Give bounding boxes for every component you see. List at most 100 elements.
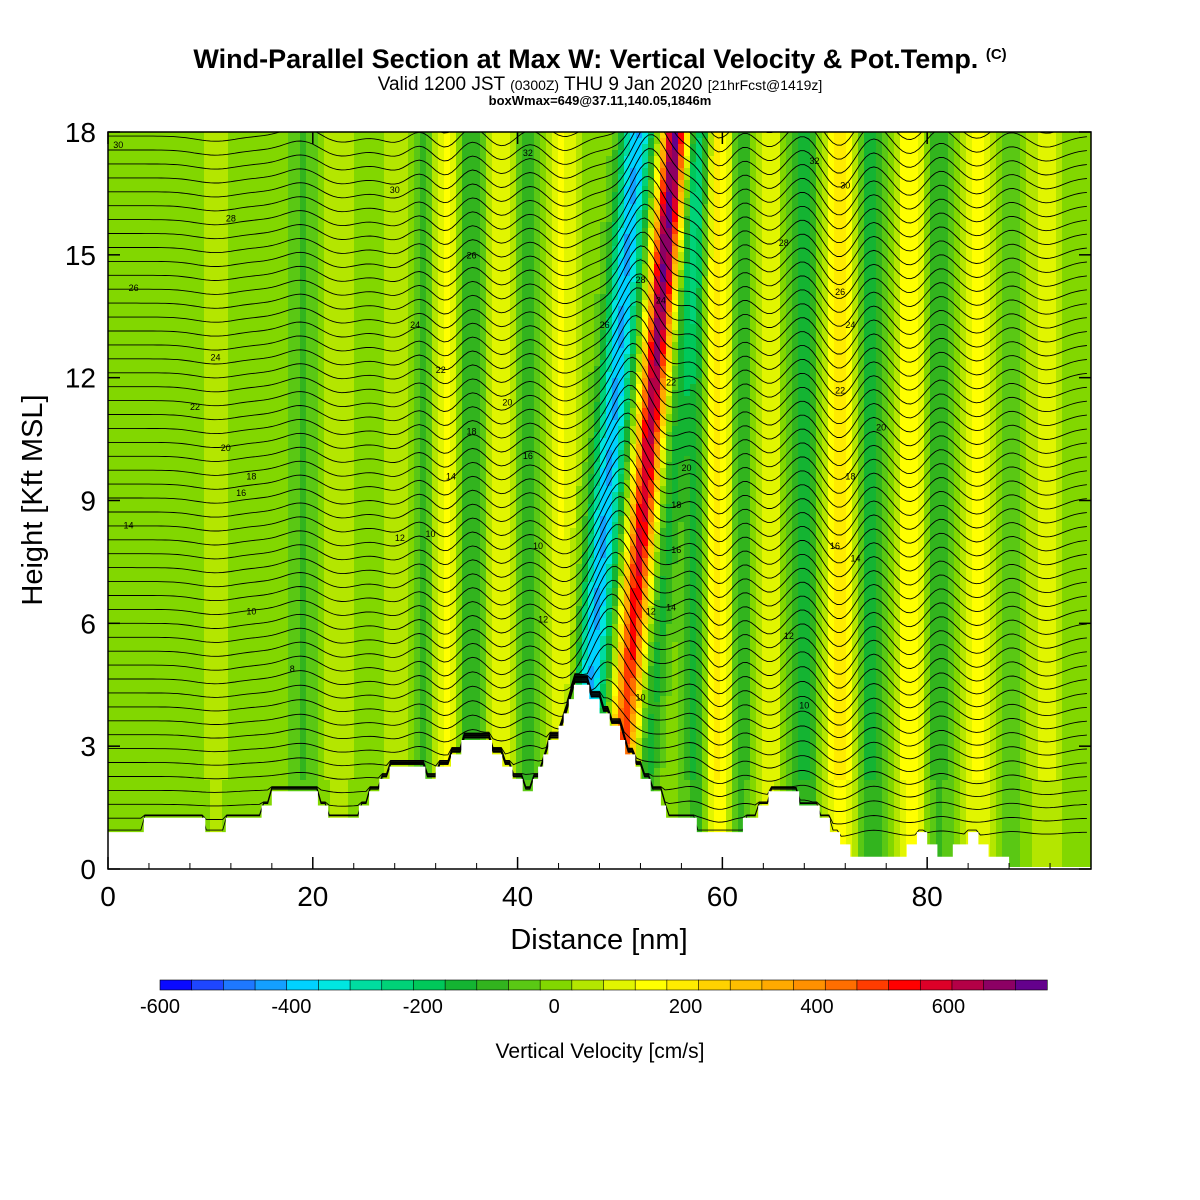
- theta-contour: [108, 510, 1087, 592]
- contour-label: 24: [410, 320, 420, 330]
- colorbar-swatch: [159, 979, 193, 991]
- theta-contour: [108, 356, 1087, 438]
- colorbar-swatch: [286, 979, 319, 991]
- colorbar-swatch: [729, 979, 763, 991]
- theta-contour: [108, 675, 1087, 738]
- colorbar-swatch: [539, 979, 573, 991]
- theta-contour: [108, 287, 1087, 369]
- theta-contour: [108, 301, 1087, 383]
- theta-contour: [108, 661, 1087, 726]
- y-tick-label: 12: [65, 363, 96, 394]
- colorbar-swatch: [444, 979, 478, 991]
- colorbar-swatch: [634, 979, 668, 991]
- colorbar-tick-label: 200: [669, 996, 702, 1018]
- contour-label: 18: [246, 471, 256, 481]
- colorbar-tick-label: 0: [549, 996, 560, 1018]
- contour-label: 26: [835, 287, 845, 297]
- theta-contour: [108, 217, 1087, 299]
- theta-contour: [108, 132, 1087, 202]
- colorbar-swatch: [1015, 979, 1048, 991]
- colorbar-swatch: [698, 979, 731, 991]
- contour-label: 16: [236, 488, 246, 498]
- contour-label: 10: [533, 541, 543, 551]
- contour-label: 18: [466, 426, 476, 436]
- contour-label: 22: [835, 385, 845, 395]
- theta-contour: [108, 677, 1087, 763]
- colorbar-swatch: [824, 979, 858, 991]
- theta-contour: [108, 607, 1087, 689]
- y-tick-label: 6: [80, 608, 96, 639]
- contour-label: 30: [840, 181, 850, 191]
- colorbar-swatch: [413, 979, 446, 991]
- y-tick-label: 0: [80, 854, 96, 885]
- theta-contour: [108, 678, 1087, 775]
- contour-label: 28: [635, 275, 645, 285]
- y-axis-label: Height [Kft MSL]: [17, 394, 49, 605]
- theta-contour: [108, 329, 1087, 411]
- contour-label: 20: [502, 398, 512, 408]
- terrain: [108, 684, 1091, 869]
- theta-contour: [108, 259, 1087, 341]
- theta-contour: [108, 384, 1087, 466]
- colorbar-swatch: [919, 979, 953, 991]
- forecast-info: [21hrFcst@1419z]: [708, 77, 823, 93]
- contour-label: 26: [129, 283, 139, 293]
- contour-label: 26: [466, 250, 476, 260]
- theta-contour: [108, 482, 1087, 564]
- contour-label: 24: [656, 295, 666, 305]
- contour-label: 12: [784, 631, 794, 641]
- theta-contour: [108, 551, 1087, 633]
- x-tick-label: 60: [707, 881, 738, 912]
- theta-contour: [108, 132, 1087, 174]
- x-axis-label: Distance [nm]: [510, 924, 687, 956]
- theta-contour: [108, 412, 1087, 494]
- y-tick-label: 18: [65, 117, 96, 148]
- theta-contour: [108, 203, 1087, 285]
- contour-label: 10: [799, 701, 809, 711]
- theta-contour: [108, 565, 1087, 647]
- colorbar-swatch: [476, 979, 510, 991]
- theta-contour: [108, 426, 1087, 508]
- theta-contour: [108, 643, 1087, 714]
- colorbar-tick-label: 400: [800, 996, 833, 1018]
- contour-label: 22: [190, 402, 200, 412]
- contour-label: 16: [830, 541, 840, 551]
- colorbar-swatch: [666, 979, 700, 991]
- contour-label: 22: [666, 377, 676, 387]
- contour-label: 24: [845, 320, 855, 330]
- theta-contour: [108, 231, 1087, 313]
- theta-contour: [108, 524, 1087, 606]
- contour-label: 20: [682, 463, 692, 473]
- terrain-mask: [108, 684, 1091, 869]
- contour-label: 22: [436, 365, 446, 375]
- x-tick-label: 40: [502, 881, 533, 912]
- colorbar-tick-label: -200: [403, 996, 443, 1018]
- theta-contour: [108, 676, 1087, 751]
- theta-contour: [108, 454, 1087, 536]
- title-main: Wind-Parallel Section at Max W: Vertical…: [193, 44, 978, 74]
- theta-contour: [108, 440, 1087, 522]
- contour-label: 16: [671, 545, 681, 555]
- valid-time-line: Valid 1200 JST (0300Z) THU 9 Jan 2020 [2…: [0, 75, 1200, 95]
- theta-contour: [108, 148, 1087, 230]
- theta-contour: [108, 161, 1087, 244]
- theta-contour: [108, 342, 1087, 425]
- colorbar-tick-label: -400: [271, 996, 311, 1018]
- utc-time: (0300Z): [510, 77, 559, 93]
- theta-contour: [108, 468, 1087, 550]
- theta-contour: [108, 679, 1087, 800]
- contour-label: 12: [646, 607, 656, 617]
- theta-contour: [108, 245, 1087, 327]
- colorbar-swatch: [508, 979, 541, 991]
- contour-label: 30: [390, 185, 400, 195]
- y-tick-label: 3: [80, 731, 96, 762]
- theta-contour: [108, 315, 1087, 397]
- theta-contour: [108, 678, 1087, 788]
- contour-label: 28: [779, 238, 789, 248]
- contour-label: 24: [211, 353, 221, 363]
- boxwmax-line: boxWmax=649@37.11,140.05,1846m: [0, 93, 1200, 108]
- theta-contour: [108, 132, 1087, 160]
- colorbar-swatch: [793, 979, 826, 991]
- contour-label: 14: [666, 602, 676, 612]
- colorbar-swatch: [983, 979, 1016, 991]
